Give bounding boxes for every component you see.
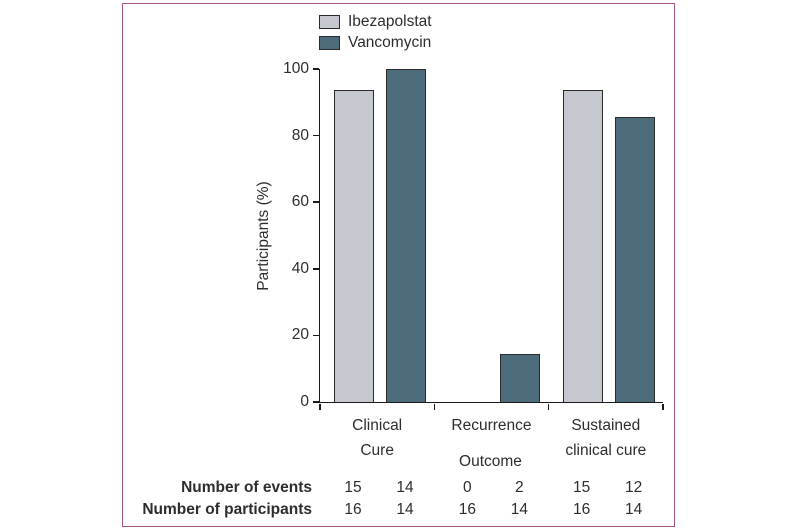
legend-swatch xyxy=(319,35,340,50)
bar-ibezapolstat xyxy=(562,89,603,402)
chart-legend: Ibezapolstat Vancomycin xyxy=(319,14,432,56)
y-axis-tick-label: 100 xyxy=(283,60,309,77)
legend-swatch xyxy=(319,14,340,29)
y-axis-tick-label: 0 xyxy=(300,393,309,410)
category-label: Clinical Cure xyxy=(352,417,403,459)
y-axis-title: Participants (%) xyxy=(255,181,272,291)
legend-label: Ibezapolstat xyxy=(348,13,432,30)
x-axis-tick xyxy=(662,403,664,410)
table-cell: 14 xyxy=(510,501,528,518)
table-cell: 14 xyxy=(396,501,414,518)
table-cell: 14 xyxy=(625,501,643,518)
x-axis-tick xyxy=(547,403,550,410)
y-axis-tick xyxy=(312,201,319,203)
bar-group: Clinical Cure xyxy=(319,69,436,459)
y-axis-tick xyxy=(312,401,319,403)
x-axis-title: Outcome xyxy=(459,453,522,470)
y-axis-tick-label: 20 xyxy=(291,326,309,344)
table-cell: 0 xyxy=(463,479,472,496)
table-row-label: Number of participants xyxy=(142,501,312,518)
legend-label: Vancomycin xyxy=(348,34,432,51)
legend-item: Vancomycin xyxy=(319,35,432,50)
y-axis-tick xyxy=(312,334,319,337)
table-cell: 12 xyxy=(625,479,643,496)
table-row: Number of participants 16 14 16 14 16 14 xyxy=(123,500,674,520)
table-row: Number of events 15 14 0 2 15 12 xyxy=(123,478,674,498)
table-cell: 15 xyxy=(573,479,591,496)
figure-frame: Ibezapolstat Vancomycin Participants (%) … xyxy=(122,3,675,527)
bar-group: Sustained clinical cure xyxy=(549,69,664,459)
x-axis-tick xyxy=(433,403,436,410)
table-cell: 14 xyxy=(396,479,414,496)
events-table: Number of events 15 14 0 2 15 12 Number of part… xyxy=(123,478,674,524)
y-axis-tick-label: 40 xyxy=(291,259,309,277)
table-cell: 16 xyxy=(573,501,591,518)
category-label: Sustained clinical cure xyxy=(565,417,647,459)
category-label: Recurrence xyxy=(451,417,532,434)
y-axis-tick-label: 80 xyxy=(291,126,309,144)
y-axis-tick xyxy=(312,134,319,137)
x-axis-tick xyxy=(319,403,321,410)
table-cell: 16 xyxy=(344,501,362,518)
bar-vancomycin xyxy=(614,116,655,402)
table-cell: 2 xyxy=(515,479,524,496)
plot-area: 0 20 40 60 80 100 Clinical Cure Recurrence Susta… xyxy=(283,61,664,459)
bar-group: Recurrence xyxy=(434,69,550,434)
table-row-label: Number of events xyxy=(181,479,312,496)
table-cell: 15 xyxy=(344,479,362,496)
y-axis-tick xyxy=(312,268,319,270)
bar-vancomycin xyxy=(500,354,541,402)
table-cell: 16 xyxy=(458,501,476,518)
bar-vancomycin xyxy=(386,69,426,402)
y-axis-tick xyxy=(312,68,319,70)
y-axis-tick-label: 60 xyxy=(291,193,309,211)
bar-ibezapolstat xyxy=(334,89,374,402)
legend-item: Ibezapolstat xyxy=(319,14,432,29)
